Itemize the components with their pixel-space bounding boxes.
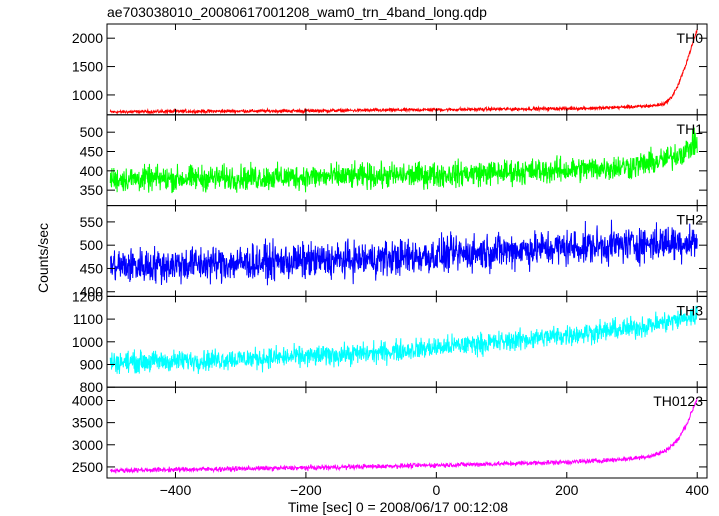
y-tick-label: 3500	[72, 415, 103, 431]
x-tick-label: −200	[290, 482, 322, 498]
panel-frame	[106, 114, 708, 207]
x-tick-label: 200	[555, 482, 579, 498]
y-tick-label: 350	[80, 182, 104, 198]
y-tick-label: 900	[80, 357, 104, 373]
y-tick-label: 1000	[72, 87, 103, 103]
panel-frame	[106, 23, 708, 116]
y-tick-label: 800	[80, 379, 104, 395]
x-tick-label: −400	[160, 482, 192, 498]
panel-th2: 400 450 500 550 TH2	[80, 205, 708, 300]
y-tick-label: 4000	[72, 392, 103, 408]
panel-th0: 1000 1500 2000 TH0	[72, 23, 708, 116]
x-tick-label: 400	[686, 482, 710, 498]
series-line-th0123	[109, 396, 698, 474]
y-tick-label: 450	[80, 260, 104, 276]
x-tick-label: 0	[432, 482, 440, 498]
panel-th3: 800 900 1000 1100 1200 TH3	[72, 288, 708, 395]
series-line-th0	[109, 29, 698, 116]
y-tick-label: 450	[80, 144, 104, 160]
series-line-th1	[109, 127, 698, 194]
series-label-th3: TH3	[677, 302, 704, 318]
y-tick-label: 2000	[72, 30, 103, 46]
y-tick-label: 500	[80, 124, 104, 140]
series-line-th2	[110, 219, 698, 286]
y-tick-label: 400	[80, 163, 104, 179]
chart-title: ae703038010_20080617001208_wam0_trn_4ban…	[107, 4, 487, 20]
panel-th1: 350 400 450 500 TH1	[80, 114, 708, 207]
panel-frame	[106, 295, 708, 388]
y-tick-label: 550	[80, 214, 104, 230]
y-tick-label: 1000	[72, 334, 103, 350]
panel-th0123: 2500 3000 3500 4000 TH0123	[72, 386, 708, 479]
y-tick-label: 1200	[72, 288, 103, 304]
y-tick-label: 1500	[72, 59, 103, 75]
y-tick-label: 500	[80, 237, 104, 253]
x-axis-label: Time [sec] 0 = 2008/06/17 00:12:08	[288, 499, 508, 515]
y-tick-label: 1100	[73, 311, 103, 327]
y-axis-label: Counts/sec	[35, 223, 51, 293]
series-label-th2: TH2	[677, 212, 704, 228]
series-label-th0123: TH0123	[653, 393, 703, 409]
series-line-th3	[109, 305, 698, 375]
series-label-th1: TH1	[677, 121, 704, 137]
y-tick-label: 400	[80, 284, 104, 300]
panel-frame	[106, 386, 708, 479]
y-tick-label: 2500	[72, 459, 103, 475]
y-tick-label: 3000	[72, 437, 103, 453]
series-label-th0: TH0	[677, 30, 704, 46]
